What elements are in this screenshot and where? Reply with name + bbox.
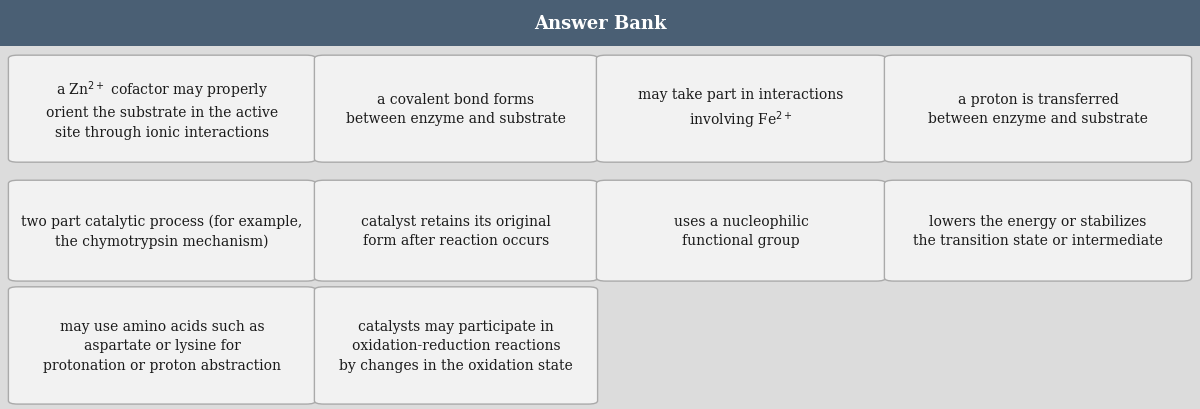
Text: may use amino acids such as
aspartate or lysine for
protonation or proton abstra: may use amino acids such as aspartate or… [43, 319, 281, 372]
FancyBboxPatch shape [8, 56, 316, 163]
FancyBboxPatch shape [314, 181, 598, 281]
Text: catalyst retains its original
form after reaction occurs: catalyst retains its original form after… [361, 214, 551, 248]
FancyBboxPatch shape [8, 181, 316, 281]
FancyBboxPatch shape [884, 181, 1192, 281]
Text: two part catalytic process (for example,
the chymotrypsin mechanism): two part catalytic process (for example,… [22, 214, 302, 248]
FancyBboxPatch shape [884, 56, 1192, 163]
FancyBboxPatch shape [596, 56, 886, 163]
FancyBboxPatch shape [314, 287, 598, 404]
FancyBboxPatch shape [8, 287, 316, 404]
FancyBboxPatch shape [314, 56, 598, 163]
Text: a Zn$^{2+}$ cofactor may properly
orient the substrate in the active
site throug: a Zn$^{2+}$ cofactor may properly orient… [46, 79, 278, 139]
FancyBboxPatch shape [596, 181, 886, 281]
Text: Answer Bank: Answer Bank [534, 15, 666, 32]
Text: may take part in interactions
involving Fe$^{2+}$: may take part in interactions involving … [638, 88, 844, 131]
Text: a covalent bond forms
between enzyme and substrate: a covalent bond forms between enzyme and… [346, 93, 566, 126]
Text: uses a nucleophilic
functional group: uses a nucleophilic functional group [673, 214, 809, 248]
Text: catalysts may participate in
oxidation-reduction reactions
by changes in the oxi: catalysts may participate in oxidation-r… [340, 319, 572, 372]
Text: a proton is transferred
between enzyme and substrate: a proton is transferred between enzyme a… [928, 93, 1148, 126]
Text: lowers the energy or stabilizes
the transition state or intermediate: lowers the energy or stabilizes the tran… [913, 214, 1163, 248]
FancyBboxPatch shape [0, 0, 1200, 47]
